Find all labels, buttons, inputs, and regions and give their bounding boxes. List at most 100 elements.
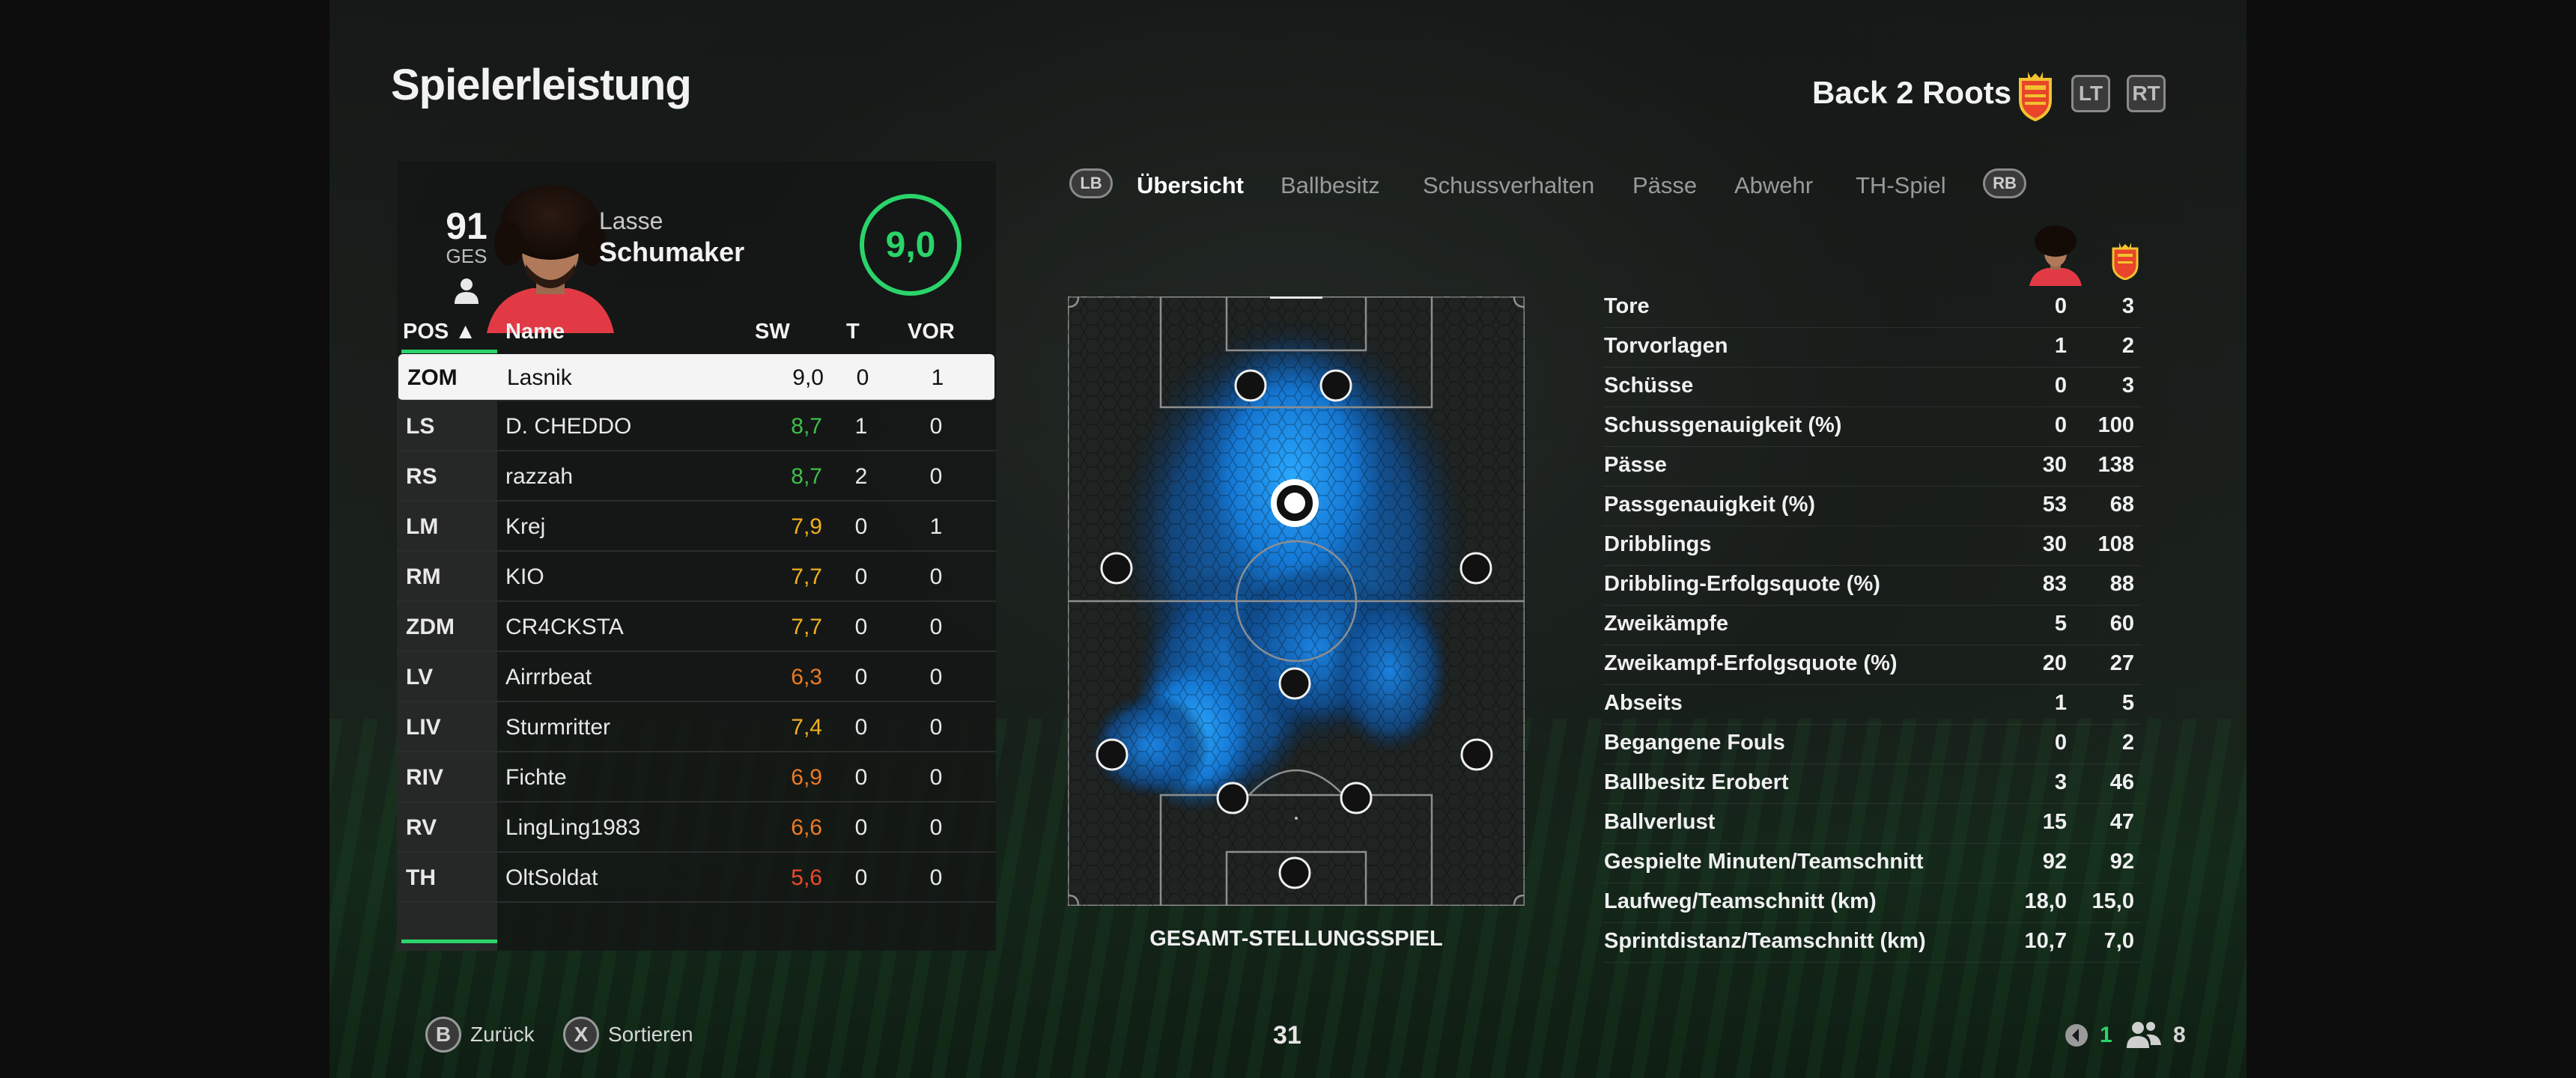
table-row[interactable]: RV LingLing1983 6,6 0 0 xyxy=(397,803,996,853)
lb-button[interactable]: LB xyxy=(1069,168,1113,198)
tab-schussverhalten[interactable]: Schussverhalten xyxy=(1423,172,1595,198)
positioning-heatmap xyxy=(1068,296,1525,906)
person-icon xyxy=(455,278,479,304)
tab-abwehr[interactable]: Abwehr xyxy=(1734,172,1814,198)
stat-player-value: 0 xyxy=(2054,731,2067,755)
stat-team-value: 92 xyxy=(2109,850,2134,874)
stat-team-value: 68 xyxy=(2109,493,2134,517)
stat-row: Abseits 1 5 xyxy=(1603,685,2142,725)
table-row[interactable]: TH OltSoldat 5,6 0 0 xyxy=(397,853,996,903)
row-goals: 0 xyxy=(854,615,868,639)
marker-zdm xyxy=(1278,667,1311,700)
tab-th-spiel[interactable]: TH-Spiel xyxy=(1856,172,1946,198)
stat-row: Zweikampf-Erfolgsquote (%) 20 27 xyxy=(1603,645,2142,685)
stat-row: Zweikämpfe 5 60 xyxy=(1603,606,2142,645)
stat-player-value: 20 xyxy=(2042,651,2067,675)
row-goals: 2 xyxy=(854,464,868,489)
table-row[interactable]: LM Krej 7,9 0 1 xyxy=(397,502,996,552)
stat-player-value: 83 xyxy=(2042,572,2067,596)
stat-label: Begangene Fouls xyxy=(1604,731,1785,755)
stat-team-value: 15,0 xyxy=(2092,889,2134,913)
stat-player-value: 30 xyxy=(2042,532,2067,556)
rt-button[interactable]: RT xyxy=(2127,75,2166,112)
stat-label: Ballverlust xyxy=(1604,810,1716,834)
stat-row: Passgenauigkeit (%) 53 68 xyxy=(1603,487,2142,526)
stat-team-value: 2 xyxy=(2121,334,2134,358)
row-name: D. CHEDDO xyxy=(505,414,632,439)
page-title: Spielerleistung xyxy=(391,61,692,109)
table-row[interactable]: LV Airrrbeat 6,3 0 0 xyxy=(397,652,996,702)
stat-team-value: 3 xyxy=(2121,294,2134,318)
player-list: ZOM Lasnik 9,0 0 1 LS D. CHEDDO 8,7 1 0 RS razzah 8,… xyxy=(397,354,996,903)
row-assists: 1 xyxy=(929,514,943,539)
row-goals: 0 xyxy=(854,564,868,589)
row-name: LingLing1983 xyxy=(505,815,641,840)
stat-player-value: 0 xyxy=(2054,413,2067,437)
stat-player-value: 0 xyxy=(2054,294,2067,318)
stat-team-value: 3 xyxy=(2121,374,2134,398)
back-button-icon[interactable]: B xyxy=(425,1017,461,1053)
stat-row: Pässe 30 138 xyxy=(1603,447,2142,487)
stat-label: Zweikampf-Erfolgsquote (%) xyxy=(1604,651,1898,675)
tab-uebersicht[interactable]: Übersicht xyxy=(1137,172,1244,198)
stat-player-value: 15 xyxy=(2042,810,2067,834)
stat-row: Sprintdistanz/Teamschnitt (km) 10,7 7,0 xyxy=(1603,923,2142,963)
row-rating: 9,0 xyxy=(792,365,824,390)
row-name: Airrrbeat xyxy=(505,665,592,689)
table-row[interactable]: RS razzah 8,7 2 0 xyxy=(397,451,996,502)
back-label[interactable]: Zurück xyxy=(470,1023,535,1046)
table-row[interactable]: ZOM Lasnik 9,0 0 1 xyxy=(398,354,994,401)
stat-team-value: 138 xyxy=(2097,453,2134,477)
header-t[interactable]: T xyxy=(846,320,860,344)
header-vor[interactable]: VOR xyxy=(908,320,955,344)
row-goals: 0 xyxy=(854,815,868,840)
row-pos: LM xyxy=(406,514,439,539)
stat-team-value: 47 xyxy=(2109,810,2134,834)
stat-player-value: 1 xyxy=(2054,334,2067,358)
table-row[interactable]: LIV Sturmritter 7,4 0 0 xyxy=(397,702,996,752)
row-assists: 1 xyxy=(931,365,944,390)
row-name: razzah xyxy=(505,464,574,489)
row-rating: 6,9 xyxy=(791,765,822,790)
sort-label[interactable]: Sortieren xyxy=(608,1023,693,1046)
lt-button[interactable]: LT xyxy=(2071,75,2110,112)
stat-row: Tore 0 3 xyxy=(1603,288,2142,328)
table-header: POS ▲ Name SW T VOR xyxy=(397,311,996,357)
row-name: CR4CKSTA xyxy=(505,615,624,639)
rb-button[interactable]: RB xyxy=(1983,168,2026,198)
stat-row: Gespielte Minuten/Teamschnitt 92 92 xyxy=(1603,844,2142,883)
tab-ballbesitz[interactable]: Ballbesitz xyxy=(1281,172,1380,198)
header-pos[interactable]: POS ▲ xyxy=(403,320,477,344)
row-name: Lasnik xyxy=(507,365,572,390)
marker-rm xyxy=(1459,552,1492,585)
player-name: Lasse Schumaker xyxy=(599,207,744,268)
players-icon xyxy=(2127,1022,2161,1048)
right-letterbox xyxy=(2247,0,2576,1078)
table-row[interactable]: RIV Fichte 6,9 0 0 xyxy=(397,752,996,803)
marker-rs xyxy=(1319,369,1352,402)
row-name: Krej xyxy=(505,514,546,539)
marker-lm xyxy=(1100,552,1133,585)
stat-team-value: 88 xyxy=(2109,572,2134,596)
stat-player-value: 5 xyxy=(2054,612,2067,636)
header-sw[interactable]: SW xyxy=(755,320,790,344)
sort-button-icon[interactable]: X xyxy=(563,1017,599,1053)
overall-value: 91 xyxy=(446,205,487,247)
row-pos: RM xyxy=(406,564,441,589)
row-pos: TH xyxy=(406,865,436,890)
stat-row: Torvorlagen 1 2 xyxy=(1603,328,2142,368)
header-name[interactable]: Name xyxy=(505,320,565,344)
tab-paesse[interactable]: Pässe xyxy=(1632,172,1698,198)
row-name: KIO xyxy=(505,564,544,589)
table-row[interactable]: RM KIO 7,7 0 0 xyxy=(397,552,996,602)
row-pos: LV xyxy=(406,665,434,689)
table-row[interactable]: LS D. CHEDDO 8,7 1 0 xyxy=(397,401,996,451)
stat-row: Ballverlust 15 47 xyxy=(1603,804,2142,844)
stat-label: Tore xyxy=(1604,294,1650,318)
table-row[interactable]: ZDM CR4CKSTA 7,7 0 0 xyxy=(397,602,996,652)
stat-label: Pässe xyxy=(1604,453,1667,477)
stat-label: Gespielte Minuten/Teamschnitt xyxy=(1604,850,1924,874)
row-goals: 0 xyxy=(854,865,868,890)
row-assists: 0 xyxy=(929,615,943,639)
row-assists: 0 xyxy=(929,464,943,489)
